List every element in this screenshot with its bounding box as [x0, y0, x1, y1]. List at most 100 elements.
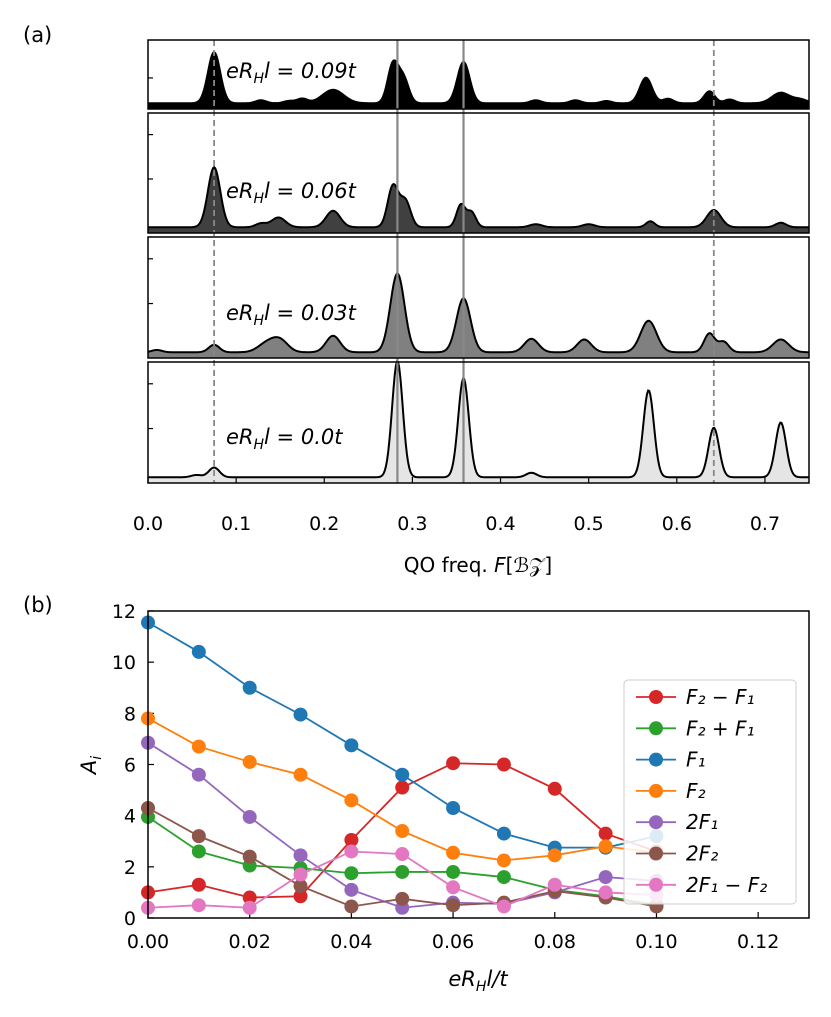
panel-b: (b) 0.00 0.02 0.04 0.06 0.08 0.10 0.12 0 2 4 6 8 10 1…	[23, 593, 810, 995]
legend-marker-4	[649, 815, 663, 830]
x-tick-label-0.3: 0.3	[397, 513, 427, 535]
data-point	[293, 707, 308, 722]
data-point	[242, 849, 257, 864]
spectrum-fill-0.0t	[148, 361, 809, 483]
data-point	[395, 847, 410, 862]
data-point	[242, 680, 257, 695]
data-point	[242, 890, 257, 905]
x-tick-label-0.2: 0.2	[309, 513, 339, 535]
data-point	[547, 848, 562, 863]
panel-b-y-axis-label: Ai	[77, 756, 105, 776]
b-y-tick-label-6: 6	[124, 755, 136, 777]
spectrum-label-0.03t: eRHl = 0.03t	[226, 301, 357, 329]
panel-a-x-ticks: 0.0 0.1 0.2 0.3 0.4 0.5 0.6 0.7	[133, 477, 780, 535]
data-point	[496, 757, 511, 772]
data-point	[344, 866, 359, 881]
data-point	[395, 891, 410, 906]
panel-b-x-axis-label: eRHl/t	[448, 967, 508, 995]
spectrum-line-0.09t	[148, 51, 810, 105]
data-point	[344, 738, 359, 753]
x-tick-label-0.4: 0.4	[485, 513, 515, 535]
b-x-tick-label-0.08: 0.08	[534, 931, 576, 953]
data-point	[344, 832, 359, 847]
data-point	[191, 767, 206, 782]
data-point	[191, 877, 206, 892]
panel-b-frame	[147, 610, 810, 919]
data-point	[191, 844, 206, 859]
legend-label-0: F₂ − F₁	[686, 685, 755, 709]
data-point	[395, 864, 410, 879]
spectrum-fill-0.09t	[148, 52, 809, 109]
legend-marker-3	[649, 783, 663, 798]
b-x-tick-label-0.02: 0.02	[229, 931, 271, 953]
data-point	[293, 879, 308, 894]
data-point	[242, 900, 257, 915]
legend: F₂ − F₁ F₂ + F₁ F₁ F₂ 2F₁ 2F₂ 2F₁ − F₂	[623, 679, 797, 905]
spectrum-frame-1	[147, 112, 810, 234]
panel-b-series	[141, 615, 664, 915]
spectrum-fill-0.03t	[148, 273, 809, 358]
data-point	[395, 780, 410, 795]
spectrum-labels: eRHl = 0.09t eRHl = 0.06t eRHl = 0.03t eRHl…	[226, 59, 357, 453]
data-point	[395, 767, 410, 782]
series-6	[141, 844, 664, 915]
b-y-tick-label-4: 4	[124, 806, 136, 828]
b-x-tick-label-0.06: 0.06	[432, 931, 474, 953]
x-tick-label-0.0: 0.0	[133, 513, 163, 535]
x-tick-label-0.5: 0.5	[574, 513, 604, 535]
spectrum-line-0.0t	[148, 359, 809, 479]
data-point	[598, 870, 613, 885]
legend-label-1: F₂ + F₁	[686, 716, 755, 740]
data-point	[598, 826, 613, 841]
b-y-tick-label-12: 12	[112, 601, 136, 623]
x-tick-label-0.1: 0.1	[221, 513, 251, 535]
spectrum-line-0.03t	[147, 272, 810, 354]
spectrum-frame-0	[147, 39, 810, 110]
data-point	[496, 853, 511, 868]
b-x-tick-label-0.12: 0.12	[737, 931, 779, 953]
legend-marker-6	[649, 877, 663, 892]
data-point	[598, 885, 613, 900]
b-y-tick-label-8: 8	[124, 703, 136, 725]
legend-label-6: 2F₁ − F₂	[686, 873, 767, 897]
legend-marker-1	[649, 721, 663, 736]
spectrum-label-0.0t: eRHl = 0.0t	[226, 425, 343, 453]
b-x-tick-label-0.04: 0.04	[330, 931, 372, 953]
x-tick-label-0.7: 0.7	[750, 513, 780, 535]
legend-label-4: 2F₁	[686, 810, 718, 834]
panel-b-label: (b)	[23, 593, 53, 617]
panel-b-ticks: 0.00 0.02 0.04 0.06 0.08 0.10 0.12 0 2 4 6 8 10 12	[112, 601, 779, 953]
data-point	[547, 781, 562, 796]
b-y-tick-label-10: 10	[112, 652, 136, 674]
spectrum-label-0.09t: eRHl = 0.09t	[226, 59, 357, 87]
data-point	[547, 877, 562, 892]
data-point	[293, 848, 308, 863]
data-point	[446, 898, 461, 913]
panel-a-label: (a)	[23, 23, 52, 47]
b-x-tick-label-0.00: 0.00	[127, 931, 169, 953]
data-point	[395, 824, 410, 839]
legend-marker-5	[649, 846, 663, 861]
spectrum-frame-3	[147, 361, 810, 484]
legend-marker-2	[649, 752, 663, 767]
data-point	[446, 756, 461, 771]
data-point	[446, 845, 461, 860]
data-point	[446, 864, 461, 879]
legend-label-3: F₂	[686, 779, 706, 803]
panel-a-frame	[147, 39, 810, 484]
legend-frame	[623, 679, 797, 905]
panel-a-x-axis-label: QO freq. F[ℬ𝒵]	[404, 553, 552, 577]
data-point	[496, 870, 511, 885]
data-point	[191, 898, 206, 913]
data-point	[496, 899, 511, 914]
data-point	[293, 889, 308, 904]
data-point	[598, 839, 613, 854]
spectrum-label-0.06t: eRHl = 0.06t	[226, 179, 357, 207]
reference-lines	[213, 40, 715, 483]
data-point	[293, 867, 308, 882]
legend-label-5: 2F₂	[686, 842, 718, 866]
data-point	[446, 800, 461, 815]
data-point	[191, 829, 206, 844]
data-point	[496, 826, 511, 841]
